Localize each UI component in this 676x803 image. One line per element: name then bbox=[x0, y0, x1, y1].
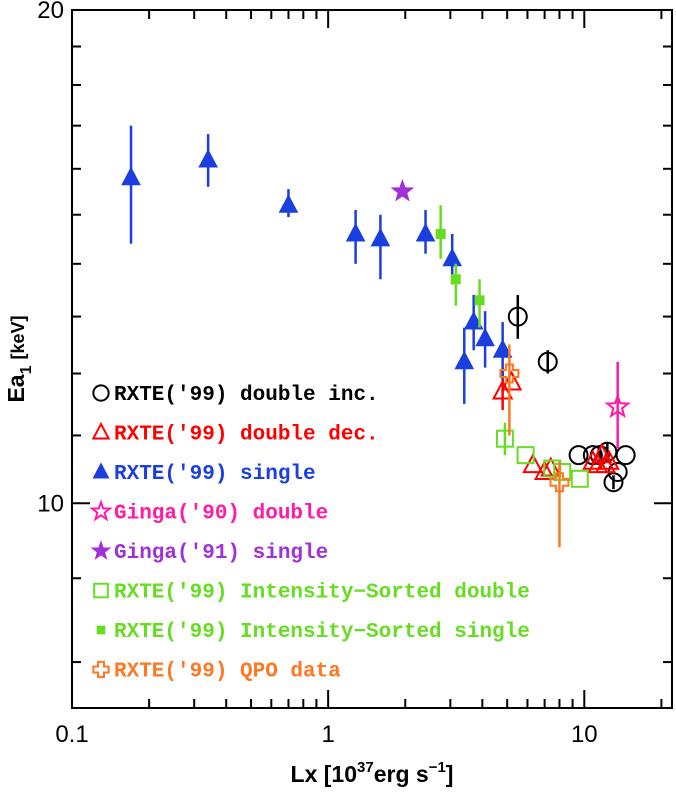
y-tick-label: 20 bbox=[37, 0, 64, 24]
legend-item: RXTE('99) QPO data bbox=[92, 660, 341, 684]
legend-symbol bbox=[91, 421, 111, 440]
data-point bbox=[507, 306, 528, 327]
series-2 bbox=[121, 125, 513, 404]
legend-label: RXTE('99) double dec. bbox=[114, 424, 379, 447]
x-axis-title-unit-exp: −1 bbox=[429, 759, 446, 776]
series-0 bbox=[507, 294, 636, 493]
legend-label: RXTE('99) double inc. bbox=[114, 384, 379, 407]
legend-symbol bbox=[96, 625, 106, 635]
legend: RXTE('99) double inc. RXTE('99) double de… bbox=[89, 384, 530, 684]
data-point bbox=[582, 449, 604, 470]
legend-label: RXTE('99) Intensity−Sorted double bbox=[114, 582, 530, 605]
data-point bbox=[553, 462, 572, 481]
series-3 bbox=[604, 361, 631, 449]
y-tick-label: 10 bbox=[37, 490, 64, 517]
data-layer bbox=[121, 125, 636, 548]
data-point bbox=[450, 274, 461, 285]
data-point bbox=[454, 350, 475, 370]
y-axis-title-unit: [keV] bbox=[8, 315, 28, 359]
data-point bbox=[442, 247, 463, 267]
data-point bbox=[474, 295, 485, 306]
data-point bbox=[615, 445, 636, 466]
legend-item: RXTE('99) single bbox=[92, 462, 316, 486]
legend-item: Ginga('91) single bbox=[90, 540, 328, 565]
data-point bbox=[499, 363, 520, 384]
x-axis-title-close: ] bbox=[446, 761, 454, 787]
legend-item: RXTE('99) Intensity−Sorted single bbox=[96, 621, 530, 644]
data-point bbox=[345, 222, 366, 242]
ticks-layer: 0.1 1 10 10 20 bbox=[37, 0, 672, 748]
legend-symbol bbox=[89, 499, 113, 522]
x-axis-title-unit: erg s bbox=[374, 761, 429, 787]
data-point bbox=[370, 227, 391, 247]
legend-label: RXTE('99) single bbox=[114, 463, 316, 486]
data-point bbox=[568, 445, 589, 466]
y-axis-title-sub: 1 bbox=[18, 365, 35, 374]
data-point bbox=[121, 166, 141, 186]
legend-item: RXTE('99) double dec. bbox=[91, 421, 379, 447]
data-point bbox=[390, 178, 415, 202]
x-axis-title: Lx [1037erg s−1] bbox=[291, 759, 454, 787]
data-point bbox=[475, 327, 495, 347]
legend-item: RXTE('99) double inc. bbox=[92, 384, 379, 407]
legend-symbol bbox=[92, 462, 110, 479]
data-point bbox=[415, 222, 436, 242]
data-point bbox=[435, 228, 446, 239]
x-tick-label: 1 bbox=[321, 721, 334, 748]
x-axis-title-exp: 37 bbox=[357, 759, 374, 776]
series-1 bbox=[491, 367, 620, 480]
data-point bbox=[500, 370, 523, 391]
data-point bbox=[603, 472, 624, 493]
legend-symbol bbox=[90, 540, 112, 560]
data-point bbox=[598, 449, 620, 470]
legend-symbol bbox=[93, 582, 109, 599]
legend-label: RXTE('99) QPO data bbox=[114, 661, 341, 684]
data-point bbox=[533, 459, 556, 480]
plot-frame bbox=[71, 9, 673, 709]
data-point bbox=[278, 194, 299, 213]
data-point bbox=[537, 351, 558, 372]
legend-label: Ginga('91) single bbox=[114, 542, 328, 565]
legend-label: RXTE('99) Intensity−Sorted single bbox=[114, 621, 530, 644]
data-point bbox=[604, 392, 631, 419]
legend-item: RXTE('99) Intensity−Sorted double bbox=[93, 582, 530, 605]
series-4 bbox=[390, 178, 415, 202]
data-point bbox=[516, 446, 535, 465]
data-point bbox=[198, 148, 218, 168]
legend-label: Ginga('90) double bbox=[114, 503, 328, 526]
data-point bbox=[463, 310, 484, 330]
series-6 bbox=[435, 205, 485, 328]
data-point bbox=[594, 453, 617, 474]
y-axis-title: Ea1 [keV] bbox=[3, 315, 35, 402]
y-axis-title-main: Ea bbox=[3, 374, 29, 402]
legend-symbol bbox=[92, 660, 110, 679]
x-tick-label: 10 bbox=[571, 721, 598, 748]
data-point bbox=[549, 472, 570, 493]
x-tick-label: 0.1 bbox=[55, 721, 88, 748]
data-point bbox=[570, 469, 589, 488]
data-point bbox=[495, 429, 514, 448]
data-point bbox=[492, 339, 513, 358]
legend-item: Ginga('90) double bbox=[89, 499, 328, 526]
series-7 bbox=[499, 344, 570, 548]
x-axis-title-main: Lx [10 bbox=[291, 761, 357, 787]
legend-symbol bbox=[92, 384, 110, 402]
